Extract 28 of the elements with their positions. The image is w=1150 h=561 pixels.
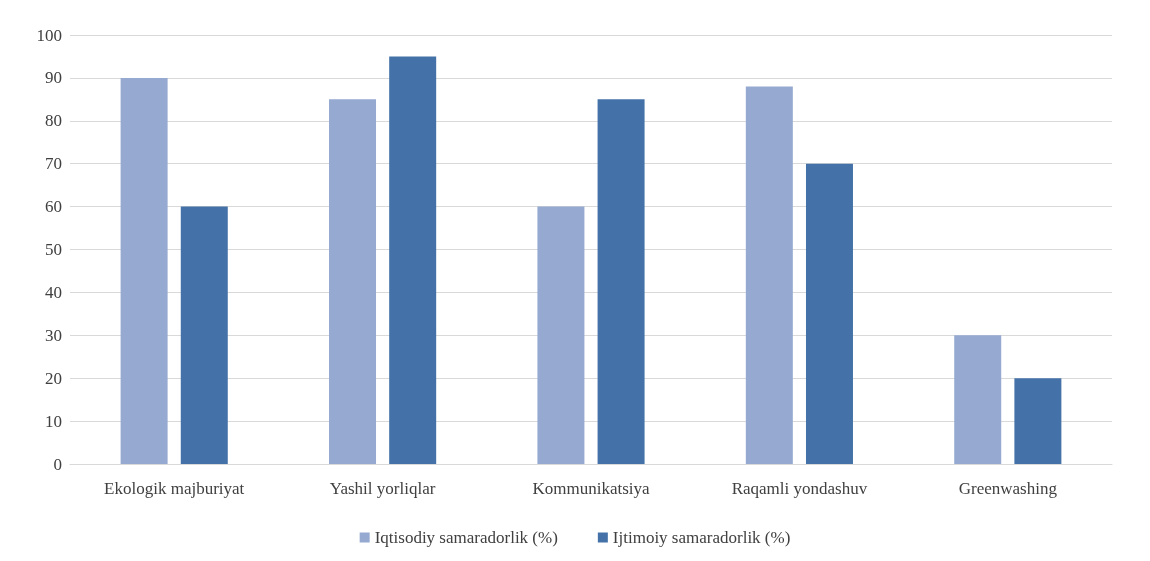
bar (954, 335, 1002, 464)
x-tick-label: Raqamli yondashuv (731, 479, 868, 498)
y-tick-label: 100 (36, 25, 62, 45)
y-tick-label: 90 (45, 68, 62, 88)
legend-label: Ijtimoiy samaradorlik (%) (612, 528, 791, 547)
bar (805, 163, 853, 464)
bar (745, 86, 793, 464)
y-tick-label: 60 (45, 197, 62, 217)
legend-label: Iqtisodiy samaradorlik (%) (374, 528, 558, 547)
y-tick-label: 10 (45, 411, 62, 431)
bar (120, 77, 168, 464)
bar (180, 206, 228, 464)
bar (537, 206, 585, 464)
bar (389, 56, 437, 464)
y-tick-label: 70 (45, 154, 62, 174)
x-tick-label: Kommunikatsiya (532, 479, 650, 498)
y-tick-label: 0 (53, 454, 62, 474)
y-tick-label: 80 (45, 111, 62, 131)
x-tick-label: Yashil yorliqlar (329, 479, 436, 498)
bar (597, 99, 645, 464)
bar (329, 99, 377, 464)
x-tick-label: Ekologik majburiyat (104, 479, 245, 498)
bar (1014, 378, 1062, 464)
x-tick-label: Greenwashing (958, 479, 1058, 498)
y-tick-label: 30 (45, 325, 62, 345)
y-tick-label: 40 (45, 282, 62, 302)
y-tick-label: 50 (45, 240, 62, 259)
y-tick-label: 20 (45, 368, 62, 388)
